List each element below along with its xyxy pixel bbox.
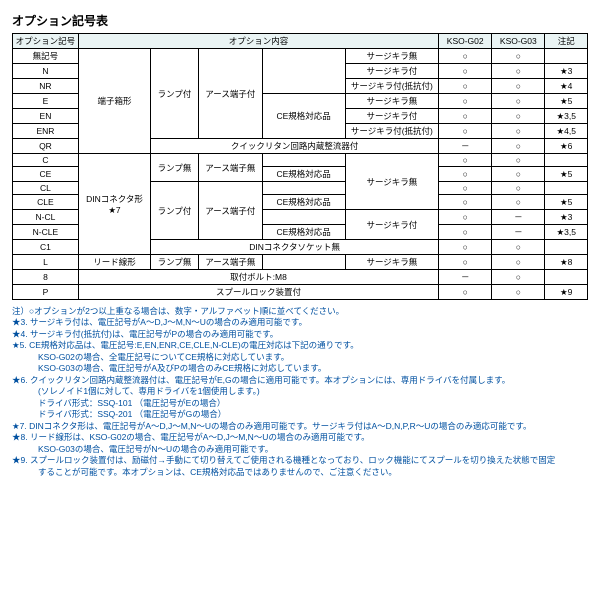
table-row: P スプールロック装置付 ○○★9 xyxy=(13,285,588,300)
note-line: ★7. DINコネクタ形は、電圧記号がA～D,J～M,N～Uの場合のみ適用可能で… xyxy=(12,421,588,432)
note-line: 注）○オプションが2つ以上重なる場合は、数字・アルファベット順に並べてください。 xyxy=(12,306,588,317)
note-line: (ソレノイド1個に対して、専用ドライバを1個使用します。) xyxy=(12,386,588,397)
table-row: 無記号 端子箱形 ランプ付 アース端子付 サージキラ無 ○○ xyxy=(13,49,588,64)
table-row: L リード線形 ランプ無 アース端子無 サージキラ無 ○○★8 xyxy=(13,255,588,270)
notes-block: 注）○オプションが2つ以上重なる場合は、数字・アルファベット順に並べてください。… xyxy=(12,306,588,478)
note-line: ★6. クイックリタン回路内蔵整流器付は、電圧記号がE,Gの場合に適用可能です。… xyxy=(12,375,588,386)
note-line: ★8. リード線形は、KSO-G02の場合、電圧記号がA～D,J～M,N～Uの場… xyxy=(12,432,588,443)
th-content: オプション内容 xyxy=(78,34,438,49)
note-line: ★5. CE規格対応品は、電圧記号:E,EN,ENR,CE,CLE,N-CLE)… xyxy=(12,340,588,351)
note-line: ドライバ形式：SSQ-201 （電圧記号がGの場合） xyxy=(12,409,588,420)
header-row: オプション記号 オプション内容 KSO-G02 KSO-G03 注記 xyxy=(13,34,588,49)
option-table: オプション記号 オプション内容 KSO-G02 KSO-G03 注記 無記号 端… xyxy=(12,33,588,300)
note-line: ★4. サージキラ付(抵抗付)は、電圧記号がPの場合のみ適用可能です。 xyxy=(12,329,588,340)
note-line: KSO-G03の場合、電圧記号がN～Uの場合のみ適用可能です。 xyxy=(12,444,588,455)
table-row: 8 取付ボルト:M8 －○ xyxy=(13,270,588,285)
note-line: KSO-G02の場合、全電圧記号についてCE規格に対応しています。 xyxy=(12,352,588,363)
note-line: ★9. スプールロック装置付は、励磁付→手動にて切り替えてご使用される機種となっ… xyxy=(12,455,588,466)
page-title: オプション記号表 xyxy=(12,12,588,29)
note-line: KSO-G03の場合、電圧記号がA及びPの場合のみCE規格に対応しています。 xyxy=(12,363,588,374)
th-g02: KSO-G02 xyxy=(439,34,492,49)
din-group: DINコネクタ形★7 xyxy=(78,154,150,255)
th-g03: KSO-G03 xyxy=(492,34,545,49)
note-line: ★3. サージキラ付は、電圧記号がA～D,J～M,N～Uの場合のみ適用可能です。 xyxy=(12,317,588,328)
table-row: C DINコネクタ形★7 ランプ無 アース端子無 サージキラ無 ○○ xyxy=(13,154,588,167)
th-note: 注記 xyxy=(545,34,588,49)
note-line: することが可能です。本オプションは、CE規格対応品ではありませんので、ご注意くだ… xyxy=(12,467,588,478)
th-code: オプション記号 xyxy=(13,34,79,49)
note-line: ドライバ形式：SSQ-101 （電圧記号がEの場合） xyxy=(12,398,588,409)
